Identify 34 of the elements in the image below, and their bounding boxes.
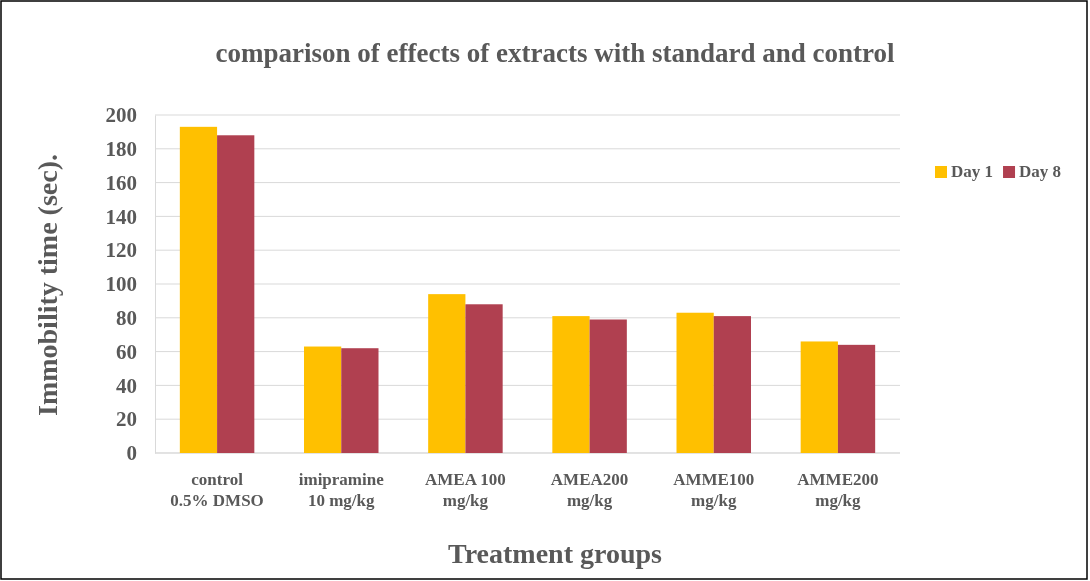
bar	[589, 319, 627, 453]
y-tick-label: 0	[126, 441, 137, 466]
bar	[676, 312, 714, 453]
x-tick-label: AMEA 100 mg/kg	[425, 470, 506, 510]
bar	[341, 348, 379, 453]
bar	[800, 341, 838, 453]
bar	[304, 346, 342, 453]
x-tick-label: control 0.5% DMSO	[170, 470, 264, 510]
x-tick-label: imipramine 10 mg/kg	[298, 470, 385, 510]
y-tick-label: 200	[105, 103, 137, 128]
y-tick-label: 160	[105, 170, 137, 195]
x-tick-label: AMME100 mg/kg	[673, 470, 755, 510]
y-tick-label: 20	[116, 407, 137, 432]
legend-label: Day 1	[951, 162, 994, 181]
bar	[837, 344, 876, 453]
bar	[179, 126, 218, 453]
bar	[552, 316, 590, 453]
x-tick-label: AMEA200 mg/kg	[550, 470, 629, 510]
y-tick-label: 140	[105, 204, 137, 229]
chart-title: comparison of effects of extracts with standard and control	[215, 38, 895, 68]
y-tick-label: 120	[105, 238, 137, 263]
bar	[217, 135, 255, 453]
x-axis-title: Treatment groups	[448, 538, 663, 569]
y-tick-label: 60	[116, 339, 137, 364]
y-tick-label: 40	[116, 373, 137, 398]
bar	[713, 316, 751, 453]
y-tick-label: 80	[116, 306, 137, 331]
legend-label: Day 8	[1019, 162, 1062, 181]
y-tick-label: 100	[105, 272, 137, 297]
y-tick-label: 180	[105, 137, 137, 162]
y-axis-title: Immobility time (sec).	[32, 153, 63, 417]
bar	[428, 294, 466, 453]
bar	[465, 304, 503, 453]
x-tick-label: AMME200 mg/kg	[797, 470, 879, 510]
